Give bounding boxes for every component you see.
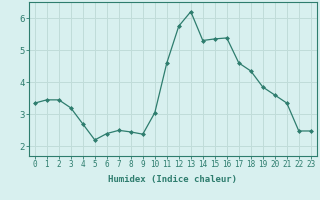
X-axis label: Humidex (Indice chaleur): Humidex (Indice chaleur) xyxy=(108,175,237,184)
